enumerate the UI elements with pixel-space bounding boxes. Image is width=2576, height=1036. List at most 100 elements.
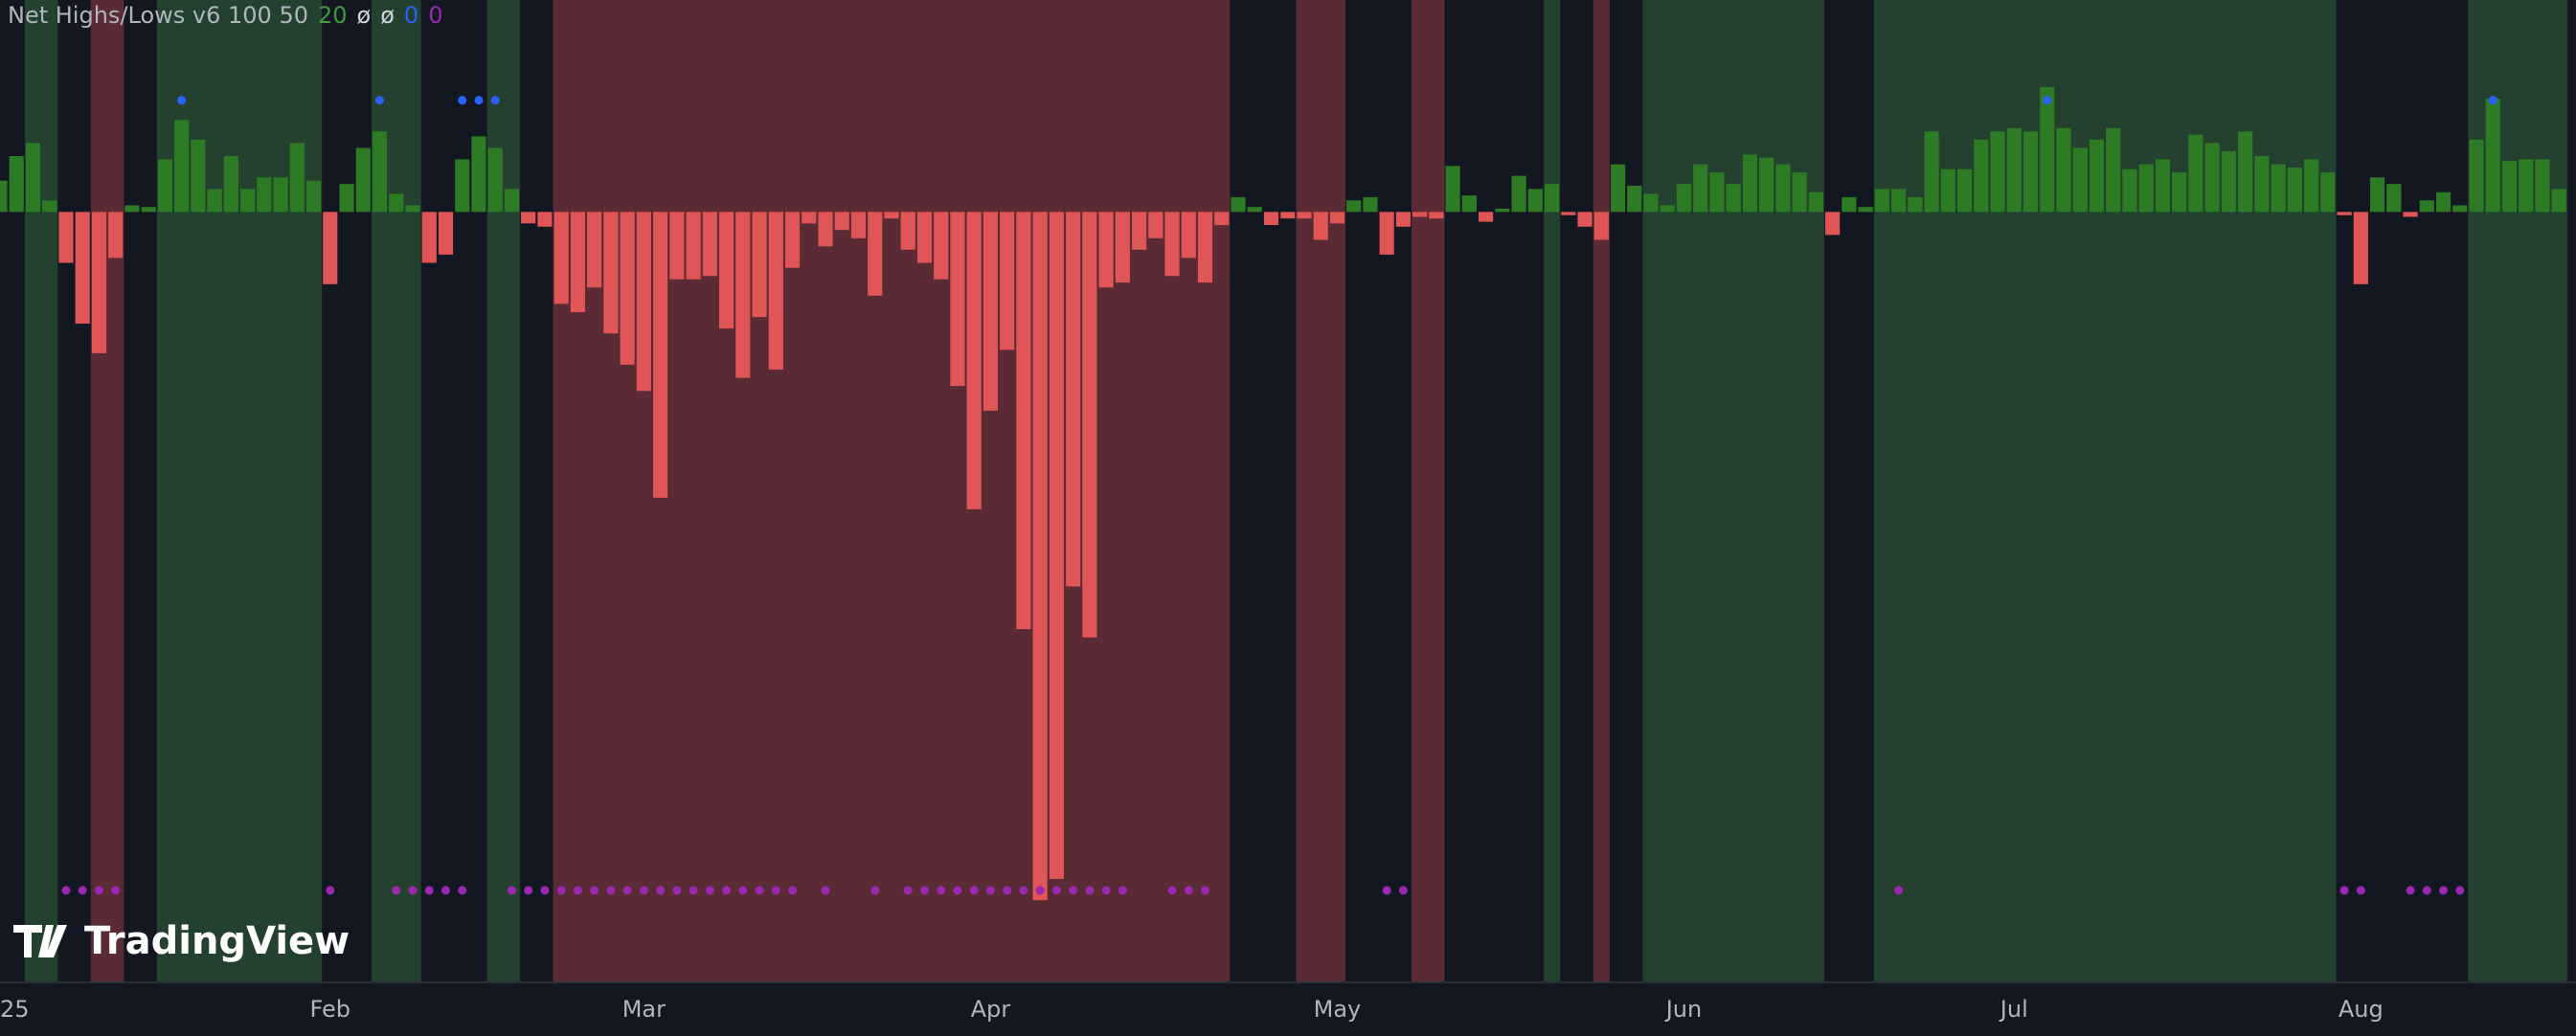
bar [2469,139,2484,213]
signal-dot [969,886,979,895]
background-band [2468,0,2567,982]
bar [1742,154,1758,213]
signal-dot [375,96,385,105]
bar [1164,212,1180,277]
legend-value: ø [380,2,395,29]
bar [884,212,899,219]
bar [1231,196,1246,213]
signal-dot [1069,886,1078,895]
bar [620,212,635,365]
signal-dot [738,886,748,895]
signal-dot [1085,886,1095,895]
signal-dot [705,886,714,895]
signal-dot [507,886,516,895]
bar [1759,157,1774,213]
bar [1643,193,1659,213]
bar [2022,131,2039,213]
signal-dot [771,886,780,895]
bar [1792,172,1807,213]
background-band [1873,0,2337,982]
bar [1577,212,1593,227]
bar [141,207,156,213]
bar [554,212,569,304]
bar [1395,212,1411,227]
signal-dot [903,886,913,895]
bar [1561,212,1576,215]
indicator-legend: Net Highs/Lows v6 100 50 20 ø ø 0 0 [8,2,442,29]
signal-dot [821,886,830,895]
bar [1429,212,1444,219]
signal-dot [985,886,995,895]
bar [1874,189,1889,213]
signal-dot [326,886,335,895]
bar [25,143,41,213]
bar [1346,200,1362,213]
bar [2056,127,2071,213]
bar [2419,200,2434,213]
background-band [1543,0,1561,982]
indicator-title: Net Highs/Lows v6 100 50 [8,2,308,29]
bar [1891,189,1907,213]
signal-dot [870,886,880,895]
bar [850,212,867,238]
bar [405,205,420,213]
bar [2006,127,2022,213]
bar [2089,139,2105,213]
background-band [486,0,521,982]
bar [2353,212,2368,284]
bar [1066,212,1081,587]
bar [718,212,734,329]
signal-dot [1035,886,1045,895]
bar [2320,172,2336,213]
bar [2238,131,2253,213]
bar [9,155,24,213]
bar [669,212,685,280]
signal-dot [392,886,401,895]
signal-dot [458,886,467,895]
bar [1956,169,1973,213]
bar [818,212,833,247]
bar [784,212,801,268]
bar [1379,212,1394,255]
bar [768,212,783,371]
signal-dot [524,886,533,895]
bar [487,147,503,213]
bar [521,212,536,224]
bar [389,193,404,213]
bar [636,212,651,392]
bar [1479,212,1494,222]
bar [1412,212,1428,217]
signal-dot [590,886,599,895]
bar [868,212,883,296]
bar [1363,196,1378,213]
bar [157,159,172,213]
signal-dot [490,96,500,105]
bar [2337,212,2352,215]
bar [1825,212,1841,236]
bar [240,189,256,213]
bar [2551,189,2566,213]
background-band [1642,0,1825,982]
bar [2501,161,2518,213]
signal-dot [2488,96,2497,105]
bar [1098,212,1114,288]
bar [2519,159,2534,213]
bar [2221,150,2236,213]
bar [1016,212,1031,630]
x-tick-label: Jun [1664,996,1703,1023]
bar [257,177,272,213]
bar [1297,212,1312,219]
signal-dot [755,886,764,895]
bar [2535,159,2550,213]
bar [2304,159,2319,213]
bar [124,205,140,213]
x-tick-label: 25 [0,996,30,1023]
bar [1627,185,1642,213]
signal-dot [622,886,632,895]
bar [2435,191,2452,213]
signal-dot [672,886,682,895]
signal-dot [788,886,798,895]
bar [1082,212,1097,638]
signal-dot [1894,886,1904,895]
